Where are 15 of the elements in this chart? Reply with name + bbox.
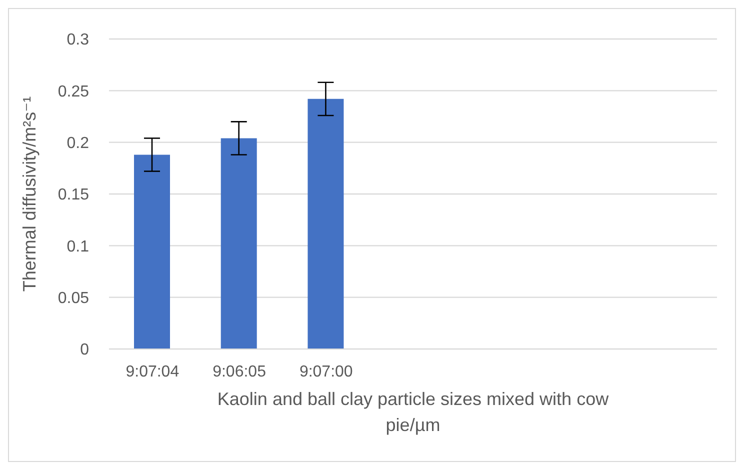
x-tick-label: 9:06:05 [212,363,266,380]
y-tick-label: 0.2 [66,135,90,152]
x-tick-label: 9:07:04 [126,363,180,380]
y-tick-label: 0.25 [58,83,90,100]
x-tick-label: 9:07:00 [299,363,353,380]
y-axis-title: Thermal diffusivity/m²s⁻¹ [19,96,40,292]
bar [134,154,170,349]
x-axis-title: Kaolin and ball clay particle sizes mixed with cow pie/µm [217,389,610,435]
y-tick-label: 0 [80,342,90,359]
y-tick-label: 0.1 [66,238,90,256]
y-tick-label: 0.15 [58,186,90,204]
bar [308,98,344,349]
bar [220,138,257,349]
y-tick-label: 0.05 [58,290,90,308]
y-tick-label: 0.3 [66,32,90,49]
